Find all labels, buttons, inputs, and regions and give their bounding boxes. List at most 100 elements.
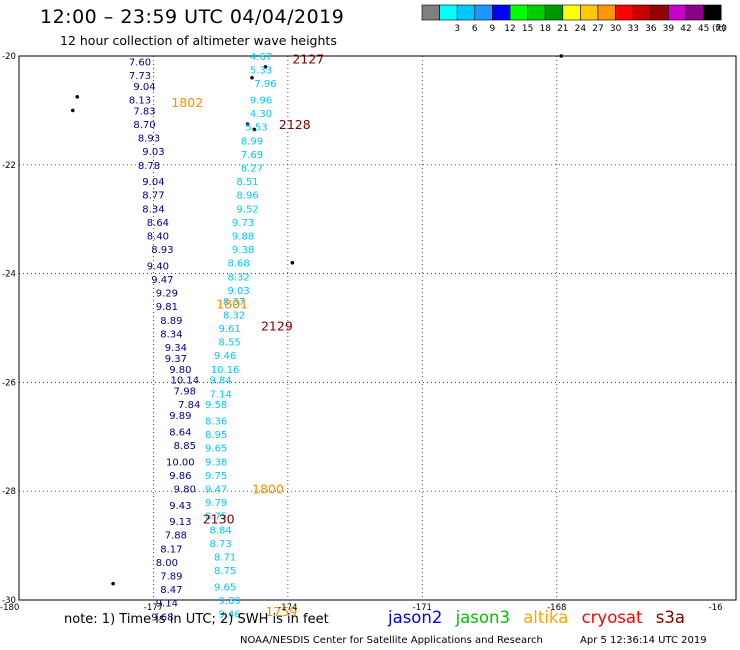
color-bin (632, 4, 652, 21)
wave-height-value: 10.14 (170, 376, 199, 387)
wave-height-value: 9.03 (142, 147, 164, 158)
color-bin (580, 4, 599, 21)
wave-height-value: 8.55 (218, 338, 240, 349)
wave-height-value: 9.43 (169, 501, 191, 512)
wave-height-value: 7.73 (129, 71, 151, 82)
wave-height-value: 8.36 (205, 416, 227, 427)
lat-lon-grid (19, 56, 736, 600)
wave-height-value: 7.60 (129, 57, 151, 68)
wave-height-value: 9.65 (214, 582, 236, 593)
color-bin-label: 39 (663, 24, 675, 34)
wave-height-value: 8.34 (142, 204, 164, 215)
wave-height-value: 8.40 (147, 232, 169, 243)
pass-time-label: 2127 (292, 52, 324, 67)
legend-jason3: jason3 (455, 608, 510, 627)
color-bin (562, 4, 581, 21)
color-bin-label: 45 (698, 24, 709, 34)
lat-tick-label: -30 (2, 596, 16, 606)
wave-height-value: 8.99 (241, 136, 263, 147)
wave-height-value: 9.04 (142, 177, 164, 188)
wave-height-value: 7.84 (178, 400, 200, 411)
wave-height-value: 5.33 (250, 66, 272, 77)
wave-height-value: 9.38 (205, 457, 227, 468)
wave-height-value: 8.64 (169, 427, 191, 438)
color-bin-label: 15 (522, 24, 533, 34)
wave-height-value: 9.46 (218, 610, 240, 621)
wave-height-value: 9.03 (227, 286, 249, 297)
lat-tick-label: -24 (2, 270, 16, 280)
pass-time-label: 2129 (261, 318, 293, 333)
axis-tick-labels: -20 -22 -24 -26 -28 -30-180 -177 -174 -171 -168 -1… (0, 52, 723, 613)
wave-height-value: 8.85 (174, 441, 196, 452)
wave-height-value: 7.83 (133, 106, 155, 117)
color-bin (703, 4, 722, 21)
wave-height-value: 7.96 (254, 79, 276, 90)
wave-height-value: 8.70 (133, 120, 155, 131)
wave-height-value: 9.47 (205, 484, 227, 495)
wave-height-value: 7.98 (174, 387, 196, 398)
color-bin-label: 42 (680, 24, 691, 34)
wave-height-value: 8.32 (223, 310, 245, 321)
lon-tick-label: -168 (547, 603, 566, 613)
map-frame (18, 55, 737, 601)
wave-height-value: 8.64 (147, 218, 169, 229)
wave-height-value: 9.47 (151, 275, 173, 286)
lon-tick-label: -177 (144, 603, 163, 613)
wave-height-value: 9.46 (214, 351, 236, 362)
color-scale-unit: (ft) (712, 24, 726, 34)
color-bin-label: 3 (454, 24, 460, 34)
color-bin (474, 4, 493, 21)
lon-tick-label: -174 (278, 603, 297, 613)
wave-height-value: 9.29 (156, 289, 178, 300)
lat-tick-label: -22 (2, 161, 16, 171)
wave-height-value: 8.73 (210, 539, 232, 550)
island-dot (245, 122, 250, 126)
wave-height-value: 9.88 (232, 232, 254, 243)
wave-height-value: 8.47 (160, 585, 182, 596)
wave-height-value: 9.84 (210, 376, 232, 387)
wave-height-value: 8.78 (138, 161, 160, 172)
wave-height-value: 8.13 (129, 96, 151, 107)
wave-height-value: 8.89 (160, 316, 182, 327)
color-bin (456, 4, 476, 21)
wave-height-value: 8.96 (236, 191, 258, 202)
wave-height-value: 8.75 (205, 512, 227, 523)
wave-height-value: 5.53 (245, 123, 267, 134)
altimeter-tracks: 7.607.739.048.137.838.708.939.038.789.04… (129, 52, 277, 623)
footer-credit: NOAA/NESDIS Center for Satellite Applica… (240, 635, 543, 646)
wave-height-value: 8.17 (160, 544, 182, 555)
satellite-legend: jason2 jason3 altika cryosat s3a (388, 608, 693, 627)
wave-height-value: 8.51 (236, 177, 258, 188)
color-bin (668, 4, 687, 21)
wave-height-value: 4.30 (250, 109, 272, 120)
wave-height-value: 9.89 (218, 596, 240, 607)
lon-tick-label: -16 (709, 603, 723, 613)
wave-height-value: 8.27 (241, 164, 263, 175)
legend-cryosat: cryosat (581, 608, 643, 627)
lon-tick-label: -180 (0, 603, 19, 613)
wave-height-value: 8.95 (205, 430, 227, 441)
color-bin-label: 33 (627, 24, 638, 34)
wave-height-value: 7.14 (210, 389, 232, 400)
color-bin-label: 24 (575, 24, 587, 34)
color-bin (421, 4, 440, 21)
pass-time-label: 1800 (252, 481, 284, 496)
color-bin-label: 18 (539, 24, 551, 34)
wave-height-value: 9.37 (165, 354, 187, 365)
color-bin-label: 27 (592, 24, 603, 34)
color-bin-label: 70 (715, 24, 727, 34)
wave-height-value: 8.93 (138, 134, 160, 145)
wave-height-value: 10.16 (211, 365, 240, 376)
lat-tick-label: -28 (2, 487, 16, 497)
legend-altika: altika (523, 608, 569, 627)
wave-height-value: 9.96 (250, 96, 272, 107)
wave-height-value: 8.34 (160, 329, 182, 340)
wave-height-value: 8.84 (210, 525, 232, 536)
footer-note: note: 1) Time is in UTC; 2) SWH is in fe… (64, 612, 329, 627)
map-subtitle: 12 hour collection of altimeter wave hei… (60, 33, 337, 48)
wave-height-value: 4.67 (250, 52, 272, 63)
pass-time-label: 1801 (216, 297, 248, 312)
color-bin-label: 12 (504, 24, 515, 34)
lon-tick-label: -171 (413, 603, 432, 613)
